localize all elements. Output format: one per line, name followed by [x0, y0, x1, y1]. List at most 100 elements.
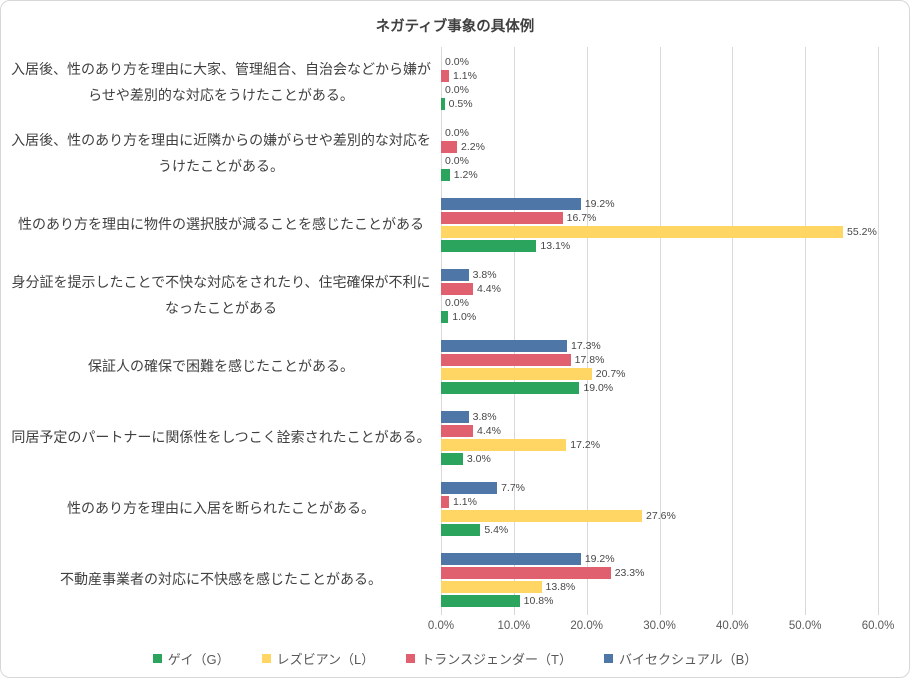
bar-トランスジェンダー（T） — [441, 69, 449, 82]
x-axis-tick: 50.0% — [788, 620, 822, 632]
bar-line: 13.1% — [441, 239, 878, 252]
bar-バイセクシュアル（B） — [441, 339, 567, 352]
bar-バイセクシュアル（B） — [441, 552, 581, 565]
bar-ゲイ（G） — [441, 381, 580, 394]
bar-ゲイ（G） — [441, 97, 445, 110]
bar-トランスジェンダー（T） — [441, 211, 563, 224]
bar-ゲイ（G） — [441, 168, 450, 181]
value-label: 0.0% — [445, 83, 469, 96]
value-label: 20.7% — [595, 367, 626, 380]
legend-label: ゲイ（G） — [167, 652, 230, 667]
bar-group: 0.0% 1.1% 0.0% 0.5% — [441, 56, 878, 110]
bar-group: 17.3% 17.8% 20.7% 19.0% — [441, 339, 878, 394]
bar-line: 16.7% — [441, 211, 878, 224]
value-label: 1.2% — [453, 168, 478, 181]
legend-label: レズビアン（L） — [276, 652, 375, 667]
bar-line: 0.0% — [441, 56, 878, 68]
bar-line: 0.0% — [441, 127, 878, 139]
value-label: 1.1% — [453, 69, 477, 82]
bar-line: 55.2% — [441, 225, 878, 238]
bar-line: 4.4% — [441, 424, 878, 437]
bar-ゲイ（G） — [441, 594, 520, 607]
bar-トランスジェンダー（T） — [441, 566, 611, 579]
legend-item: トランスジェンダー（T） — [406, 649, 572, 668]
value-label: 17.2% — [570, 438, 601, 451]
value-label: 17.8% — [574, 353, 605, 366]
value-label: 0.0% — [445, 154, 469, 167]
value-label: 0.0% — [445, 126, 469, 139]
bar-line: 1.1% — [441, 495, 878, 508]
legend-swatch — [261, 654, 271, 663]
x-axis-tick: 40.0% — [716, 620, 749, 632]
legend-label: トランスジェンダー（T） — [421, 652, 572, 667]
value-label: 1.1% — [453, 495, 477, 508]
bar-line: 0.0% — [441, 155, 878, 167]
value-label: 2.2% — [461, 140, 485, 153]
bar-line: 1.2% — [441, 168, 878, 181]
bar-line: 27.6% — [441, 509, 878, 522]
bar-line: 17.8% — [441, 353, 878, 366]
table-row: 入居後、性のあり方を理由に大家、管理組合、自治会などから嫌がらせや差別的な対応を… — [1, 47, 909, 118]
value-label: 27.6% — [646, 509, 676, 522]
legend-label: バイセクシュアル（B） — [618, 652, 758, 667]
bar-レズビアン（L） — [441, 225, 844, 238]
bar-line: 19.2% — [441, 197, 878, 210]
bar-レズビアン（L） — [441, 580, 542, 593]
bar-レズビアン（L） — [441, 438, 567, 451]
legend-item: バイセクシュアル（B） — [603, 649, 758, 668]
bar-バイセクシュアル（B） — [441, 481, 498, 494]
legend: ゲイ（G） レズビアン（L） トランスジェンダー（T） バイセクシュアル（B） — [1, 649, 909, 668]
bar-レズビアン（L） — [441, 509, 643, 522]
value-label: 3.0% — [466, 452, 491, 465]
value-label: 4.4% — [477, 282, 501, 295]
bar-group: 19.2% 16.7% 55.2% 13.1% — [441, 197, 878, 252]
value-label: 0.0% — [445, 296, 469, 309]
value-label: 23.3% — [614, 566, 645, 579]
category-label: 入居後、性のあり方を理由に近隣からの嫌がらせや差別的な対応をうけたことがある。 — [11, 132, 431, 174]
plot-area: 入居後、性のあり方を理由に大家、管理組合、自治会などから嫌がらせや差別的な対応を… — [1, 47, 909, 668]
bar-line: 1.0% — [441, 310, 878, 323]
bar-line: 3.0% — [441, 452, 878, 465]
x-axis: 0.0% 10.0% 20.0% 30.0% 40.0% 50.0% 60.0% — [428, 615, 894, 639]
bar-ゲイ（G） — [441, 523, 481, 536]
bar-トランスジェンダー（T） — [441, 495, 449, 508]
legend-item: レズビアン（L） — [261, 649, 375, 668]
bar-ゲイ（G） — [441, 452, 463, 465]
table-row: 同居予定のパートナーに関係性をしつこく詮索されたことがある。 3.8% 4.4% 17… — [1, 402, 909, 473]
bar-トランスジェンダー（T） — [441, 140, 458, 153]
value-label: 19.2% — [584, 197, 615, 210]
value-label: 19.0% — [583, 381, 614, 394]
category-label: 性のあり方を理由に物件の選択肢が減ることを感じたことがある — [18, 215, 424, 232]
bar-line: 5.4% — [441, 523, 878, 536]
bar-group: 19.2% 23.3% 13.8% 10.8% — [441, 552, 878, 607]
bar-バイセクシュアル（B） — [441, 268, 469, 281]
bar-line: 13.8% — [441, 580, 878, 593]
category-rows: 入居後、性のあり方を理由に大家、管理組合、自治会などから嫌がらせや差別的な対応を… — [1, 47, 909, 615]
value-label: 16.7% — [566, 211, 597, 224]
x-axis-tick: 20.0% — [570, 620, 603, 632]
value-label: 17.3% — [571, 339, 601, 352]
bar-バイセクシュアル（B） — [441, 410, 469, 423]
bar-line: 0.5% — [441, 97, 878, 110]
value-label: 55.2% — [847, 225, 877, 238]
category-label: 入居後、性のあり方を理由に大家、管理組合、自治会などから嫌がらせや差別的な対応を… — [11, 61, 431, 103]
value-label: 4.4% — [477, 424, 501, 437]
x-axis-tick: 60.0% — [861, 620, 895, 632]
bar-group: 0.0% 2.2% 0.0% 1.2% — [441, 127, 878, 181]
legend-item: ゲイ（G） — [152, 649, 230, 668]
value-label: 0.0% — [445, 55, 469, 68]
bar-line: 0.0% — [441, 84, 878, 96]
legend-swatch — [406, 654, 416, 663]
bar-line: 19.2% — [441, 552, 878, 565]
bar-line: 20.7% — [441, 367, 878, 380]
x-axis-tick: 30.0% — [643, 620, 676, 632]
value-label: 0.5% — [448, 97, 473, 110]
value-label: 1.0% — [452, 310, 477, 323]
bar-トランスジェンダー（T） — [441, 424, 474, 437]
bar-line: 10.8% — [441, 594, 878, 607]
bar-line: 19.0% — [441, 381, 878, 394]
bar-line: 17.3% — [441, 339, 878, 352]
value-label: 13.1% — [540, 239, 571, 252]
value-label: 7.7% — [501, 481, 526, 494]
category-label: 同居予定のパートナーに関係性をしつこく詮索されたことがある。 — [11, 428, 431, 445]
